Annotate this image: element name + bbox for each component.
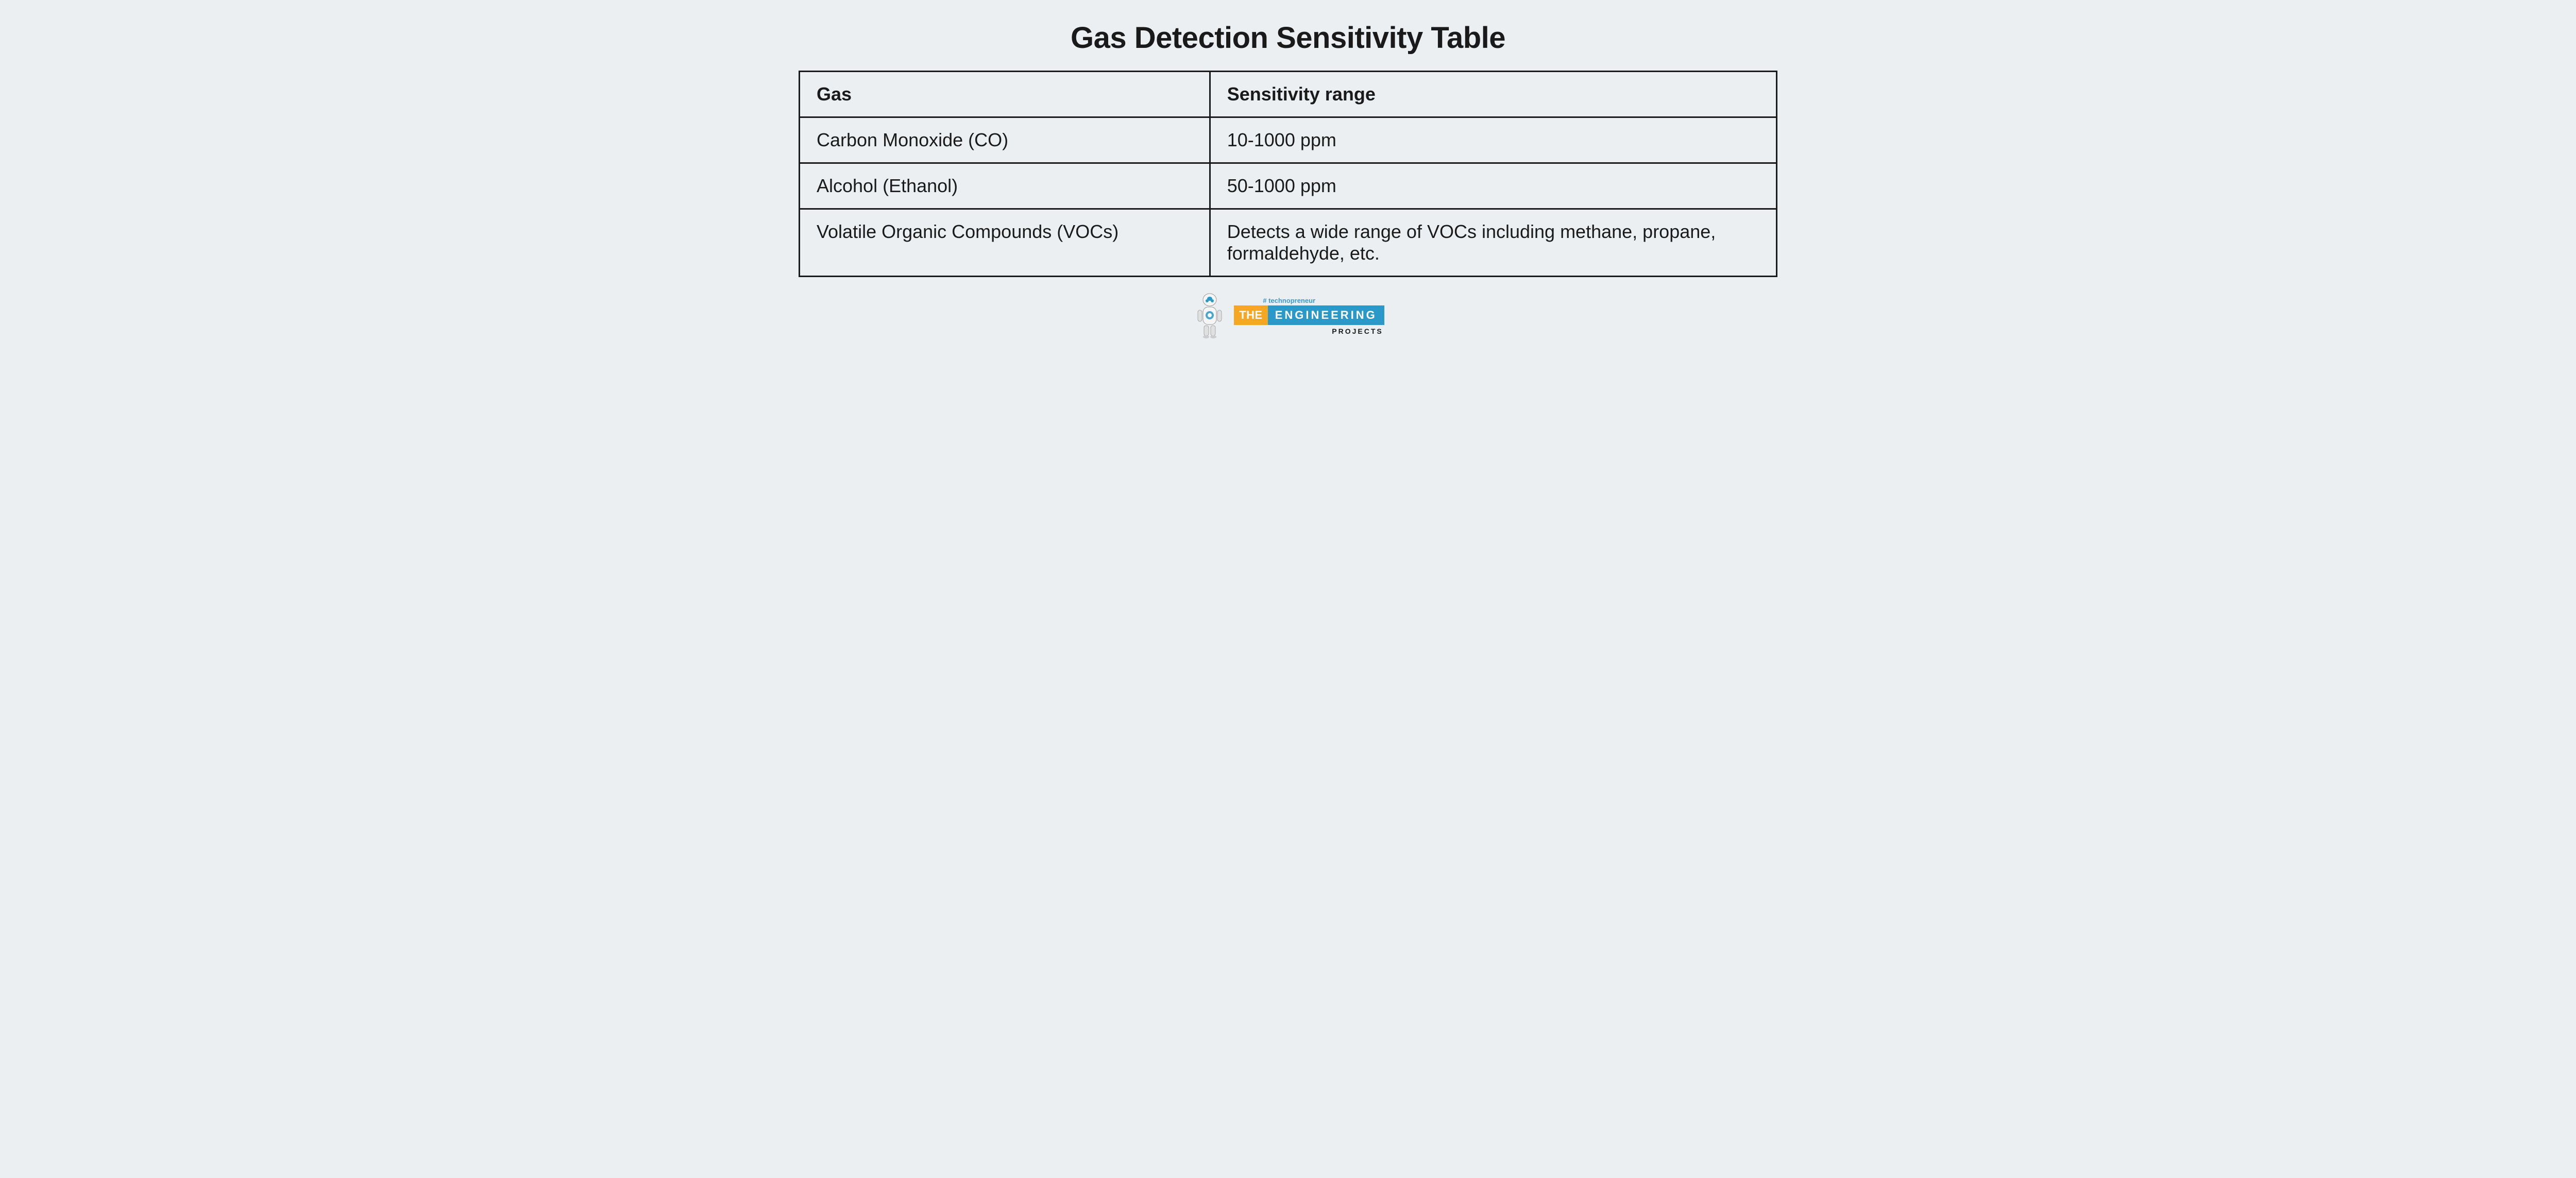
robot-icon <box>1192 293 1228 339</box>
logo-row: THE ENGINEERING <box>1234 305 1384 325</box>
table-row: Alcohol (Ethanol) 50-1000 ppm <box>800 163 1777 209</box>
logo-engineering: ENGINEERING <box>1268 305 1384 325</box>
table-row: Volatile Organic Compounds (VOCs) Detect… <box>800 209 1777 277</box>
cell-gas: Carbon Monoxide (CO) <box>800 117 1210 163</box>
sensitivity-table-wrap: Gas Sensitivity range Carbon Monoxide (C… <box>799 71 1777 277</box>
col-header-gas: Gas <box>800 72 1210 117</box>
logo-text-block: # technopreneur THE ENGINEERING PROJECTS <box>1234 297 1384 335</box>
logo-projects: PROJECTS <box>1234 327 1383 335</box>
cell-range: 50-1000 ppm <box>1210 163 1776 209</box>
cell-gas: Volatile Organic Compounds (VOCs) <box>800 209 1210 277</box>
footer-logo: # technopreneur THE ENGINEERING PROJECTS <box>1192 293 1384 339</box>
logo-hashtag: # technopreneur <box>1263 297 1384 304</box>
table-header-row: Gas Sensitivity range <box>800 72 1777 117</box>
page-title: Gas Detection Sensitivity Table <box>1071 21 1505 55</box>
cell-range: Detects a wide range of VOCs including m… <box>1210 209 1776 277</box>
logo-the: THE <box>1234 305 1268 325</box>
cell-gas: Alcohol (Ethanol) <box>800 163 1210 209</box>
col-header-range: Sensitivity range <box>1210 72 1776 117</box>
cell-range: 10-1000 ppm <box>1210 117 1776 163</box>
table-row: Carbon Monoxide (CO) 10-1000 ppm <box>800 117 1777 163</box>
sensitivity-table: Gas Sensitivity range Carbon Monoxide (C… <box>799 71 1777 277</box>
